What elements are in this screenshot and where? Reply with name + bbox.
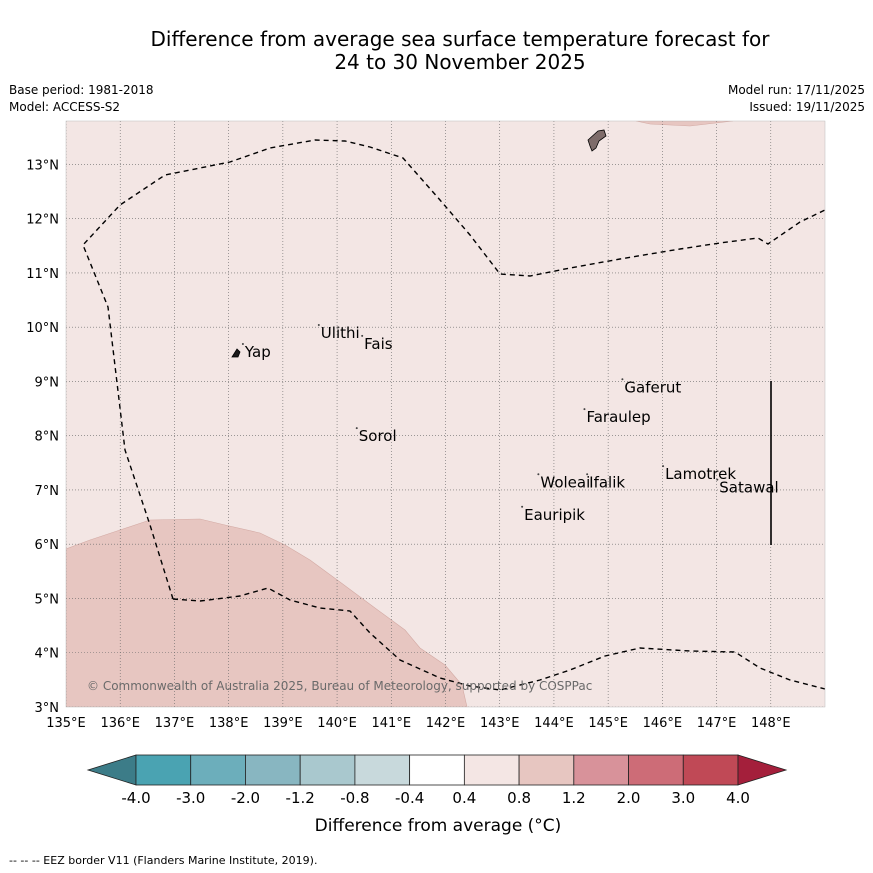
longitude-tick-label: 144°E (534, 716, 574, 731)
latitude-tick-label: 5°N (35, 592, 60, 607)
colorbar-low-extend (86, 754, 137, 786)
issued-label: Issued: 19/11/2025 (749, 100, 865, 114)
latitude-tick-label: 7°N (35, 484, 60, 499)
place-label: Fais (364, 335, 393, 353)
longitude-tick-label: 145°E (588, 716, 628, 731)
colorbar-segment (628, 754, 684, 786)
place-label: Ifalik (589, 473, 625, 491)
atoll-marker (583, 408, 586, 411)
colorbar-segment (135, 754, 192, 786)
colorbar-tick-label: 3.0 (671, 789, 695, 807)
atoll-marker (716, 478, 719, 481)
atoll-marker (361, 334, 364, 337)
model-label: Model: ACCESS-S2 (9, 100, 121, 114)
eez-footnote: -- -- -- EEZ border V11 (Flanders Marine… (9, 854, 318, 867)
atoll-marker (241, 343, 244, 346)
place-label: Faraulep (586, 408, 650, 426)
longitude-tick-label: 141°E (372, 716, 412, 731)
colorbar-segment (573, 754, 629, 786)
title-line-1: Difference from average sea surface temp… (150, 27, 770, 51)
place-label: Satawal (719, 479, 778, 497)
colorbar-tick-label: 1.2 (562, 789, 586, 807)
place-label: Eauripik (524, 506, 585, 524)
latitude-tick-label: 12°N (26, 213, 59, 228)
colorbar-tick-label: -1.2 (286, 789, 315, 807)
colorbar-tick-label: 0.8 (507, 789, 531, 807)
colorbar-segment (682, 754, 739, 786)
longitude-tick-label: 147°E (697, 716, 737, 731)
atoll-marker (537, 473, 540, 476)
guam-island (587, 129, 607, 152)
colorbar-segment (409, 754, 465, 786)
longitude-tick-label: 143°E (480, 716, 520, 731)
colorbar-tick-label: -4.0 (121, 789, 150, 807)
chart-title: Difference from average sea surface temp… (60, 28, 860, 74)
base-period-label: Base period: 1981-2018 (9, 83, 154, 97)
place-label: Gaferut (624, 378, 681, 396)
place-label: Yap (244, 343, 271, 361)
colorbar-tick-label: 2.0 (617, 789, 641, 807)
place-label: Lamotrek (665, 465, 736, 483)
latitude-tick-label: 8°N (35, 430, 60, 445)
title-line-2: 24 to 30 November 2025 (334, 50, 586, 74)
longitude-tick-label: 142°E (426, 716, 466, 731)
latitude-tick-labels: 3°N 4°N 5°N 6°N 7°N 8°N 9°N 10°N 11°N 12°N 13°N (26, 158, 59, 716)
place-label: Sorol (359, 427, 397, 445)
colorbar-segment (463, 754, 520, 786)
copyright-text: © Commonwealth of Australia 2025, Bureau… (87, 679, 592, 693)
colorbar-tick-label: -3.0 (176, 789, 205, 807)
place-label: Ulithi (321, 324, 360, 342)
longitude-tick-labels: 135°E 136°E 137°E 138°E 139°E 140°E 141°E 142°E… (46, 716, 790, 731)
colorbar-segment (354, 754, 411, 786)
colorbar-tick-label: 4.0 (726, 789, 750, 807)
longitude-tick-label: 140°E (317, 716, 357, 731)
colorbar: -4.0 -3.0 -2.0 -1.2 -0.8 -0.4 0.4 0.8 1.2 2.0 3.0 4… (86, 754, 788, 807)
warm-anomaly-patch-southwest (66, 518, 468, 707)
latitude-tick-label: 10°N (26, 321, 59, 336)
yap-island (231, 348, 241, 358)
latitude-tick-label: 11°N (26, 267, 59, 282)
colorbar-tick-label: 0.4 (452, 789, 476, 807)
eez-border-north (82, 139, 825, 600)
colorbar-tick-label: -0.4 (395, 789, 424, 807)
longitude-tick-label: 137°E (155, 716, 195, 731)
longitude-tick-label: 146°E (643, 716, 683, 731)
colorbar-segment (299, 754, 356, 786)
map-frame (65, 120, 826, 708)
meta-left: Base period: 1981-2018 Model: ACCESS-S2 (9, 83, 154, 117)
colorbar-segment (518, 754, 575, 786)
atoll-marker (355, 427, 358, 430)
colorbar-tick-label: -0.8 (340, 789, 369, 807)
colorbar-high-extend (737, 754, 788, 786)
longitude-tick-label: 135°E (46, 716, 86, 731)
latitude-tick-label: 4°N (35, 647, 60, 662)
colorbar-title: Difference from average (°C) (314, 816, 562, 836)
longitude-tick-label: 138°E (209, 716, 249, 731)
longitude-tick-label: 136°E (100, 716, 140, 731)
place-label: Woleai (540, 473, 590, 491)
atoll-marker (662, 465, 665, 468)
atoll-marker (521, 505, 524, 508)
longitude-tick-label: 139°E (263, 716, 303, 731)
longitude-tick-label: 148°E (751, 716, 791, 731)
atoll-marker (621, 378, 624, 381)
warm-anomaly-patch-north (635, 121, 734, 127)
colorbar-segment (190, 754, 246, 786)
colorbar-segment (245, 754, 301, 786)
atoll-marker (586, 473, 589, 476)
eez-border-south (172, 587, 825, 691)
meta-right: Model run: 17/11/2025 Issued: 19/11/2025 (728, 83, 865, 117)
graticule (66, 121, 825, 707)
latitude-tick-label: 6°N (35, 538, 60, 553)
latitude-tick-label: 13°N (26, 158, 59, 173)
latitude-tick-label: 3°N (35, 701, 60, 716)
model-run-label: Model run: 17/11/2025 (727, 83, 865, 97)
atoll-marker (317, 324, 320, 327)
latitude-tick-label: 9°N (35, 375, 60, 390)
colorbar-tick-label: -2.0 (231, 789, 260, 807)
